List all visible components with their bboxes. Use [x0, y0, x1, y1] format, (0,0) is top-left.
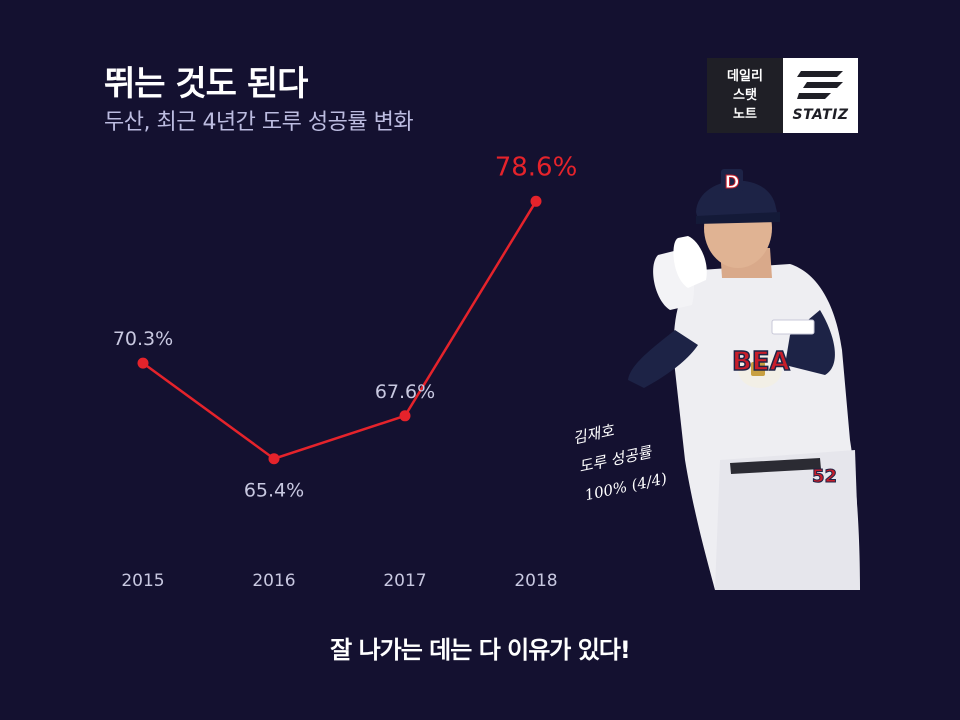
player-photo: D BEA 52 [628, 169, 860, 590]
daily-stat-note-badge: 데일리 스탯 노트 [707, 58, 783, 133]
data-point-2017 [399, 410, 411, 422]
x-tick-label-2018: 2018 [514, 571, 557, 591]
logo-line-3: 노트 [733, 107, 757, 122]
series-line [142, 200, 538, 461]
logo-line-2: 스탯 [733, 88, 757, 103]
data-label-2015: 70.3% [113, 328, 173, 350]
statiz-stripes-icon [797, 71, 843, 99]
statiz-logo: 데일리 스탯 노트 STATIZ [707, 58, 858, 133]
data-label-2017: 67.6% [375, 381, 435, 403]
svg-text:BEA: BEA [732, 347, 790, 377]
data-label-2018: 78.6% [495, 152, 578, 182]
x-tick-label-2017: 2017 [383, 571, 426, 591]
logo-line-1: 데일리 [727, 69, 763, 84]
statiz-brand-text: STATIZ [792, 107, 849, 123]
data-point-2016 [268, 453, 280, 465]
footer-caption: 잘 나가는 데는 다 이유가 있다! [330, 636, 631, 664]
page-subtitle: 두산, 최근 4년간 도루 성공률 변화 [104, 110, 414, 135]
data-point-2018 [530, 195, 542, 207]
svg-text:D: D [725, 172, 740, 193]
data-label-2016: 65.4% [244, 480, 304, 502]
data-point-2015 [137, 357, 149, 369]
x-tick-label-2015: 2015 [121, 571, 164, 591]
x-tick-label-2016: 2016 [252, 571, 295, 591]
statiz-brand-box: STATIZ [783, 58, 858, 133]
svg-text:52: 52 [812, 466, 837, 487]
handwritten-note: 김재호 도루 성공률 100% (4/4) [570, 408, 670, 510]
page-title: 뛰는 것도 된다 [104, 64, 308, 104]
